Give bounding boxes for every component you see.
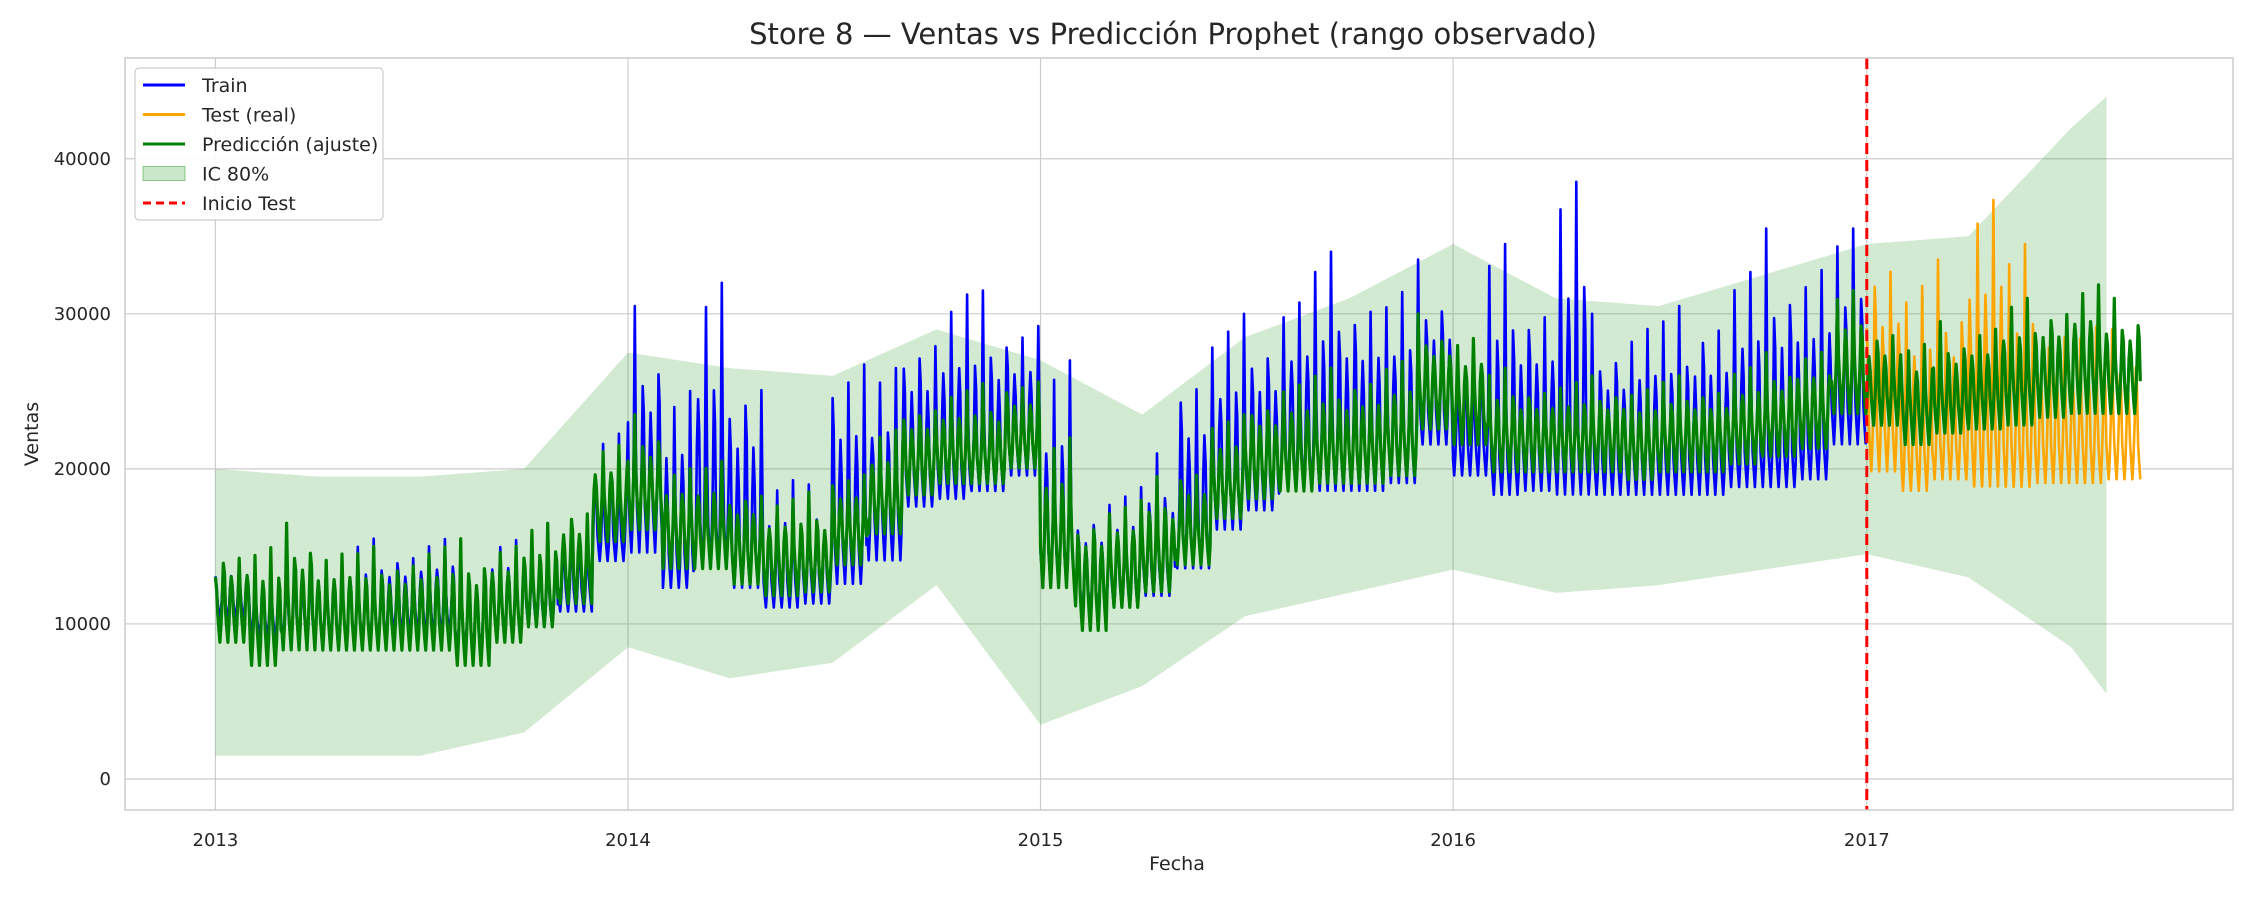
x-tick-label: 2016 [1430,830,1476,851]
series-line-predicci-n-ajuste- [213,283,2142,667]
plot-frame [124,57,2234,811]
y-axis-ticks: 0 10000 20000 30000 40000 [54,149,111,790]
legend-label: Predicción (ajuste) [202,134,378,156]
x-tick-label: 2015 [1018,830,1064,851]
y-axis-label: Ventas [21,402,43,466]
legend-label: IC 80% [202,164,269,186]
y-tick-label: 0 [100,769,111,790]
x-tick-label: 2014 [605,830,651,851]
legend: Train Test (real) Predicción (ajuste) IC 80… [134,67,384,221]
legend-label: Test (real) [201,105,296,127]
x-axis-label: Fecha [1149,853,1205,875]
legend-swatch [142,166,186,181]
chart-title: Store 8 — Ventas vs Predicción Prophet (… [749,17,1597,51]
confidence-interval-band [215,96,2107,756]
y-tick-label: 40000 [54,149,111,170]
legend-label: Train [201,75,248,97]
legend-box [134,67,384,221]
x-tick-label: 2013 [193,830,239,851]
series-lines [213,180,2142,667]
interval-area [215,96,2107,756]
x-tick-label: 2017 [1844,830,1890,851]
x-axis-ticks: 2013 2014 2015 2016 2017 [193,830,1890,851]
y-tick-label: 20000 [54,459,111,480]
legend-label: Inicio Test [202,193,296,215]
y-tick-label: 30000 [54,304,111,325]
y-tick-label: 10000 [54,614,111,635]
